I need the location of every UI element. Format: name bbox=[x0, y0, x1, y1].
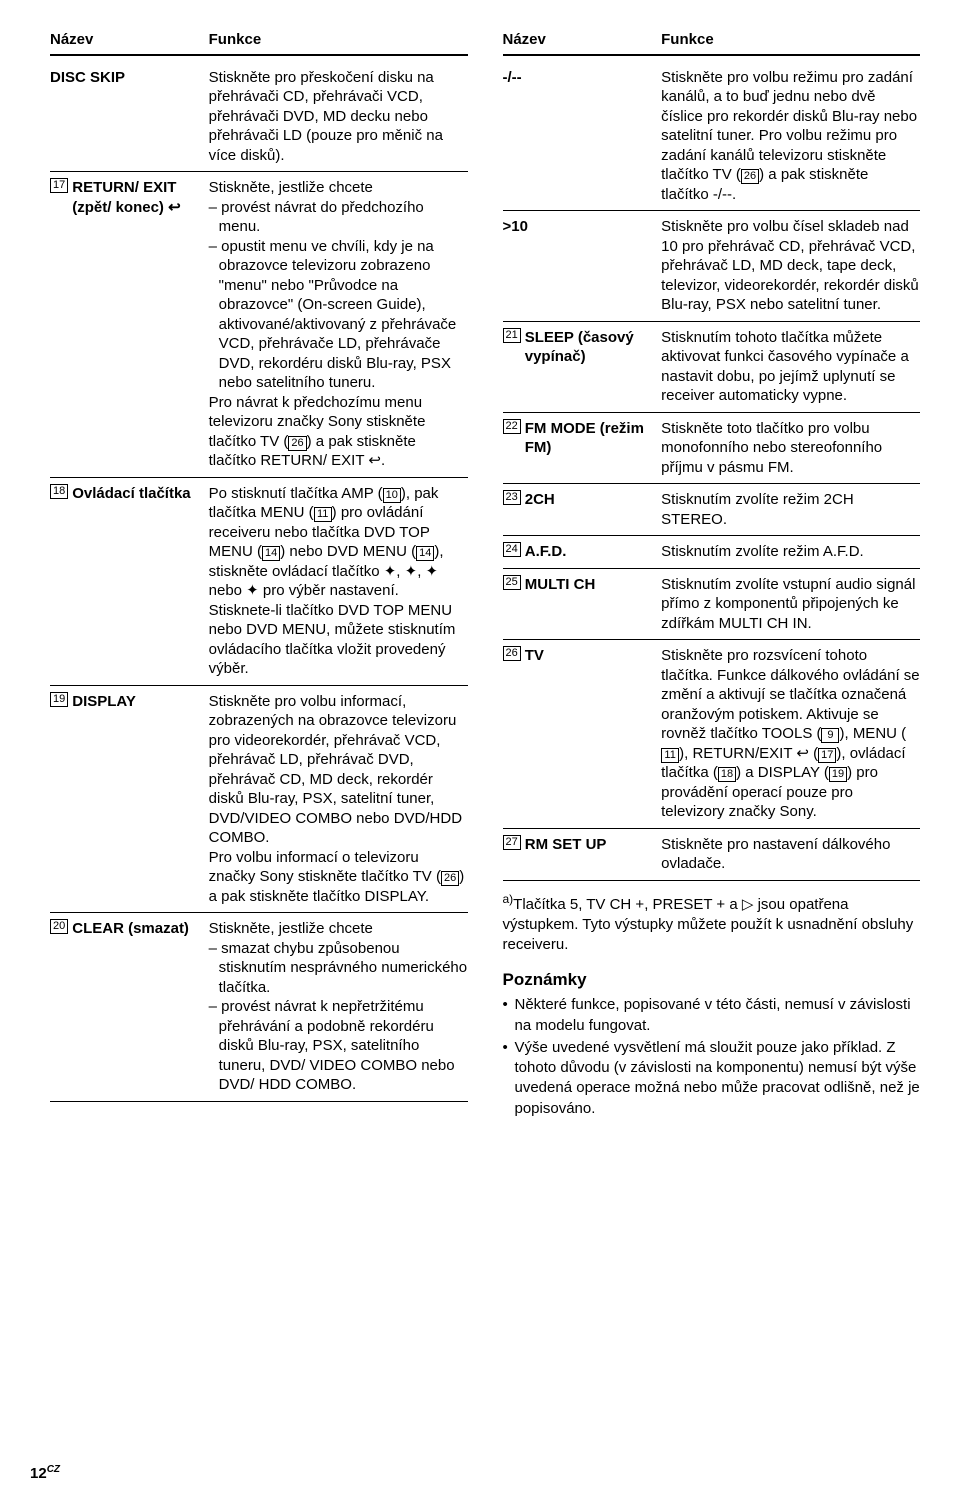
note-item: Některé funkce, popisované v této části,… bbox=[503, 995, 921, 1036]
notes-list: Některé funkce, popisované v této části,… bbox=[503, 995, 921, 1119]
table-row: 23 2CH Stisknutím zvolíte režim 2CH STEREO… bbox=[503, 484, 921, 536]
name-cell: 25 MULTI CH bbox=[503, 575, 662, 634]
table-row: 27 RM SET UP Stiskněte pro nastavení dálko… bbox=[503, 829, 921, 881]
function-cell: Stiskněte pro volbu režimu pro zadání ka… bbox=[661, 68, 920, 205]
function-cell: Stiskněte pro volbu čísel skladeb nad 10… bbox=[661, 217, 920, 315]
function-cell: Stiskněte pro rozsvícení tohoto tlačítka… bbox=[661, 646, 920, 822]
name-text: CLEAR (smazat) bbox=[72, 919, 189, 939]
function-cell: Stiskněte pro nastavení dálkového ovlada… bbox=[661, 835, 920, 874]
right-header-name: Název bbox=[503, 30, 662, 50]
name-cell: 22 FM MODE (režim FM) bbox=[503, 419, 662, 478]
table-row: 22 FM MODE (režim FM)Stiskněte toto tlačí… bbox=[503, 413, 921, 485]
name-text: MULTI CH bbox=[525, 575, 596, 595]
function-cell: Stiskněte pro přeskočení disku na přehrá… bbox=[209, 68, 468, 166]
number-box: 18 bbox=[50, 484, 68, 499]
note-item: Výše uvedené vysvětlení má sloužit pouze… bbox=[503, 1038, 921, 1119]
name-text: RETURN/ EXIT (zpět/ konec) ↩ bbox=[72, 178, 202, 217]
table-row: 21 SLEEP (časový vypínač)Stisknutím tohot… bbox=[503, 322, 921, 413]
name-text: -/-- bbox=[503, 68, 522, 88]
left-header-name: Název bbox=[50, 30, 209, 50]
table-row: 25 MULTI CH Stisknutím zvolíte vstupní aud… bbox=[503, 569, 921, 641]
number-box: 21 bbox=[503, 328, 521, 343]
right-header-func: Funkce bbox=[661, 30, 920, 50]
name-text: DISC SKIP bbox=[50, 68, 125, 88]
left-header-func: Funkce bbox=[209, 30, 468, 50]
number-box: 22 bbox=[503, 419, 521, 434]
name-cell: -/-- bbox=[503, 68, 662, 205]
number-box: 27 bbox=[503, 835, 521, 850]
table-row: 18 Ovládací tlačítka Po stisknutí tlačítka… bbox=[50, 478, 468, 686]
number-box: 17 bbox=[50, 178, 68, 193]
left-table-header: Název Funkce bbox=[50, 30, 468, 56]
name-cell: 20 CLEAR (smazat) bbox=[50, 919, 209, 1095]
name-cell: 27 RM SET UP bbox=[503, 835, 662, 874]
name-text: A.F.D. bbox=[525, 542, 567, 562]
name-text: 2CH bbox=[525, 490, 555, 510]
name-text: >10 bbox=[503, 217, 528, 237]
name-cell: 26 TV bbox=[503, 646, 662, 822]
function-cell: Stisknutím zvolíte režim A.F.D. bbox=[661, 542, 920, 562]
name-text: FM MODE (režim FM) bbox=[525, 419, 655, 458]
table-row: DISC SKIP Stiskněte pro přeskočení disku … bbox=[50, 62, 468, 173]
function-cell: Stisknutím zvolíte režim 2CH STEREO. bbox=[661, 490, 920, 529]
right-column: Název Funkce -/-- Stiskněte pro volbu rež… bbox=[503, 30, 921, 1121]
name-text: TV bbox=[525, 646, 544, 666]
notes-heading: Poznámky bbox=[503, 969, 921, 991]
name-cell: DISC SKIP bbox=[50, 68, 209, 166]
function-cell: Stisknutím zvolíte vstupní audio signál … bbox=[661, 575, 920, 634]
name-cell: 17 RETURN/ EXIT (zpět/ konec) ↩ bbox=[50, 178, 209, 471]
function-cell: Stiskněte toto tlačítko pro volbu monofo… bbox=[661, 419, 920, 478]
name-cell: 19 DISPLAY bbox=[50, 692, 209, 907]
name-text: RM SET UP bbox=[525, 835, 607, 855]
function-cell: Po stisknutí tlačítka AMP (10), pak tlač… bbox=[209, 484, 468, 679]
page-number: 12CZ bbox=[30, 1463, 60, 1484]
footnote: a)Tlačítka 5, TV CH +, PRESET + a ▷ jsou… bbox=[503, 891, 921, 956]
name-text: SLEEP (časový vypínač) bbox=[525, 328, 655, 367]
name-cell: 24 A.F.D. bbox=[503, 542, 662, 562]
name-text: Ovládací tlačítka bbox=[72, 484, 190, 504]
number-box: 26 bbox=[503, 646, 521, 661]
name-cell: 18 Ovládací tlačítka bbox=[50, 484, 209, 679]
table-row: 17 RETURN/ EXIT (zpět/ konec) ↩Stiskněte,… bbox=[50, 172, 468, 478]
function-cell: Stiskněte pro volbu informací, zobrazený… bbox=[209, 692, 468, 907]
number-box: 19 bbox=[50, 692, 68, 707]
function-cell: Stiskněte, jestliže chcete– provést návr… bbox=[209, 178, 468, 471]
left-column: Název Funkce DISC SKIP Stiskněte pro přes… bbox=[50, 30, 468, 1121]
number-box: 24 bbox=[503, 542, 521, 557]
right-table-header: Název Funkce bbox=[503, 30, 921, 56]
name-cell: >10 bbox=[503, 217, 662, 315]
function-cell: Stiskněte, jestliže chcete– smazat chybu… bbox=[209, 919, 468, 1095]
number-box: 23 bbox=[503, 490, 521, 505]
table-row: -/-- Stiskněte pro volbu režimu pro zadán… bbox=[503, 62, 921, 212]
name-text: DISPLAY bbox=[72, 692, 136, 712]
function-cell: Stisknutím tohoto tlačítka můžete aktivo… bbox=[661, 328, 920, 406]
table-row: 26 TV Stiskněte pro rozsvícení tohoto tlač… bbox=[503, 640, 921, 829]
table-row: 24 A.F.D. Stisknutím zvolíte režim A.F.D. bbox=[503, 536, 921, 569]
name-cell: 23 2CH bbox=[503, 490, 662, 529]
table-row: 19 DISPLAY Stiskněte pro volbu informací, … bbox=[50, 686, 468, 914]
name-cell: 21 SLEEP (časový vypínač) bbox=[503, 328, 662, 406]
table-row: 20 CLEAR (smazat) Stiskněte, jestliže chce… bbox=[50, 913, 468, 1102]
number-box: 20 bbox=[50, 919, 68, 934]
number-box: 25 bbox=[503, 575, 521, 590]
table-row: >10 Stiskněte pro volbu čísel skladeb nad… bbox=[503, 211, 921, 322]
